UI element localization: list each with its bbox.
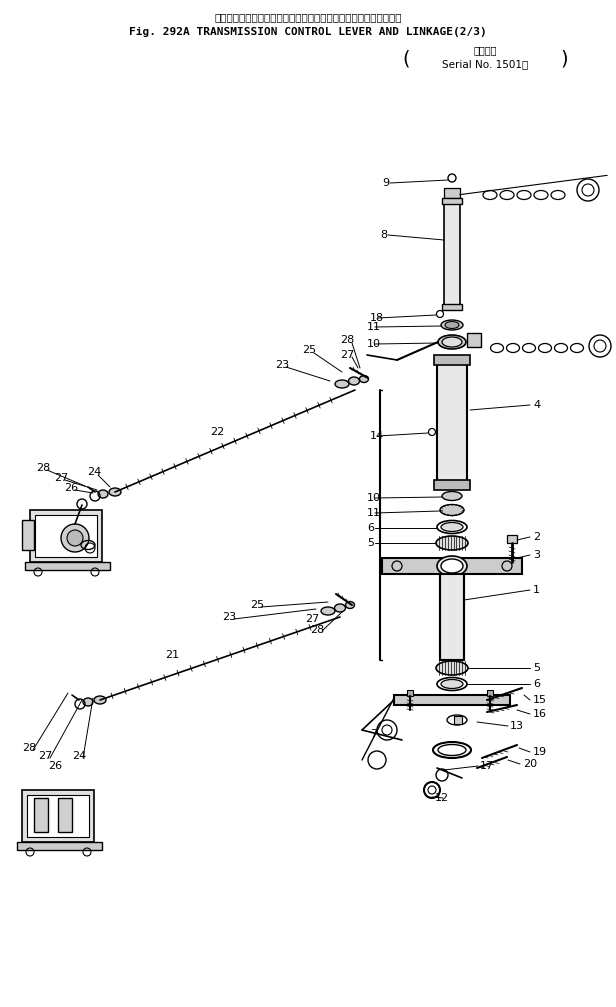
Text: 27: 27 [305,614,319,624]
Text: 20: 20 [523,759,537,769]
Text: Fig. 292A TRANSMISSION CONTROL LEVER AND LINKAGE(2/3): Fig. 292A TRANSMISSION CONTROL LEVER AND… [129,27,487,37]
Bar [442,198,462,204]
Text: 7: 7 [370,729,377,739]
Ellipse shape [445,321,459,328]
Bar [442,304,462,310]
Text: 15: 15 [533,695,547,705]
Text: 24: 24 [87,467,101,477]
Ellipse shape [83,698,93,706]
Bar [30,510,102,562]
Bar [507,535,517,543]
Bar [22,790,94,842]
Bar [58,798,72,832]
Text: 5: 5 [533,663,540,673]
Text: 25: 25 [250,600,264,610]
Text: 11: 11 [367,508,381,518]
Text: 25: 25 [302,345,316,355]
Text: 28: 28 [310,625,324,635]
Ellipse shape [335,380,349,388]
Text: 13: 13 [510,721,524,731]
Bar [34,798,48,832]
Ellipse shape [506,561,518,566]
Text: 21: 21 [165,650,179,660]
Text: 5: 5 [367,538,374,548]
Ellipse shape [442,337,462,347]
Text: 4: 4 [533,400,540,410]
Text: (: ( [402,49,410,68]
Bar [487,690,493,696]
Ellipse shape [437,521,467,534]
Text: トランスミッション　コントロール　レバー　および　リンケージ: トランスミッション コントロール レバー および リンケージ [214,12,402,22]
Bar [440,574,464,660]
Ellipse shape [94,696,106,704]
Text: 2: 2 [533,532,540,542]
Text: 9: 9 [382,178,389,188]
Bar [25,562,110,570]
Text: 27: 27 [340,350,354,359]
Bar [467,333,481,347]
Text: 14: 14 [370,431,384,441]
Text: 28: 28 [340,335,354,345]
Text: 16: 16 [533,709,547,719]
Text: 19: 19 [533,747,547,757]
Text: 28: 28 [36,463,51,473]
Ellipse shape [360,376,368,383]
Text: 22: 22 [210,427,224,437]
Bar [444,188,460,198]
Bar [437,358,467,483]
Text: 6: 6 [367,523,374,533]
Ellipse shape [437,556,467,576]
Text: 3: 3 [533,550,540,560]
Bar [407,690,413,696]
Ellipse shape [436,661,468,675]
Text: 26: 26 [64,483,78,493]
Text: 8: 8 [380,230,387,240]
Text: 12: 12 [435,793,449,803]
Ellipse shape [438,335,466,349]
Bar [444,200,460,308]
Bar [22,520,34,550]
Text: 24: 24 [72,751,86,761]
Text: 10: 10 [367,339,381,349]
Ellipse shape [109,488,121,496]
Text: 28: 28 [22,743,36,753]
Ellipse shape [441,559,463,573]
Circle shape [61,524,89,552]
Bar [27,795,89,837]
Circle shape [67,530,83,546]
Ellipse shape [349,377,360,385]
Text: 6: 6 [533,679,540,689]
Ellipse shape [441,523,463,532]
Text: 23: 23 [222,612,236,622]
Text: 27: 27 [38,751,52,761]
Text: 適用号機: 適用号機 [473,45,496,55]
Text: 10: 10 [367,493,381,504]
Ellipse shape [441,680,463,689]
Ellipse shape [437,678,467,691]
Bar [434,480,470,490]
Bar [434,355,470,365]
Text: ): ) [560,49,568,68]
Text: 26: 26 [48,761,62,771]
Ellipse shape [346,601,354,608]
Ellipse shape [442,491,462,500]
Ellipse shape [441,320,463,330]
Ellipse shape [321,607,335,615]
Text: 23: 23 [275,359,289,370]
Text: 17: 17 [480,761,494,771]
Text: 11: 11 [367,322,381,332]
Bar [35,515,97,557]
Text: 18: 18 [370,313,384,323]
Text: 1: 1 [533,585,540,595]
Ellipse shape [334,604,346,612]
Ellipse shape [440,505,464,516]
Bar [17,842,102,850]
Text: 27: 27 [54,473,68,483]
Bar [382,558,522,574]
Bar [394,695,510,705]
Bar [454,716,462,724]
Text: Serial No. 1501～: Serial No. 1501～ [442,59,528,69]
Ellipse shape [436,536,468,550]
Ellipse shape [98,490,108,498]
